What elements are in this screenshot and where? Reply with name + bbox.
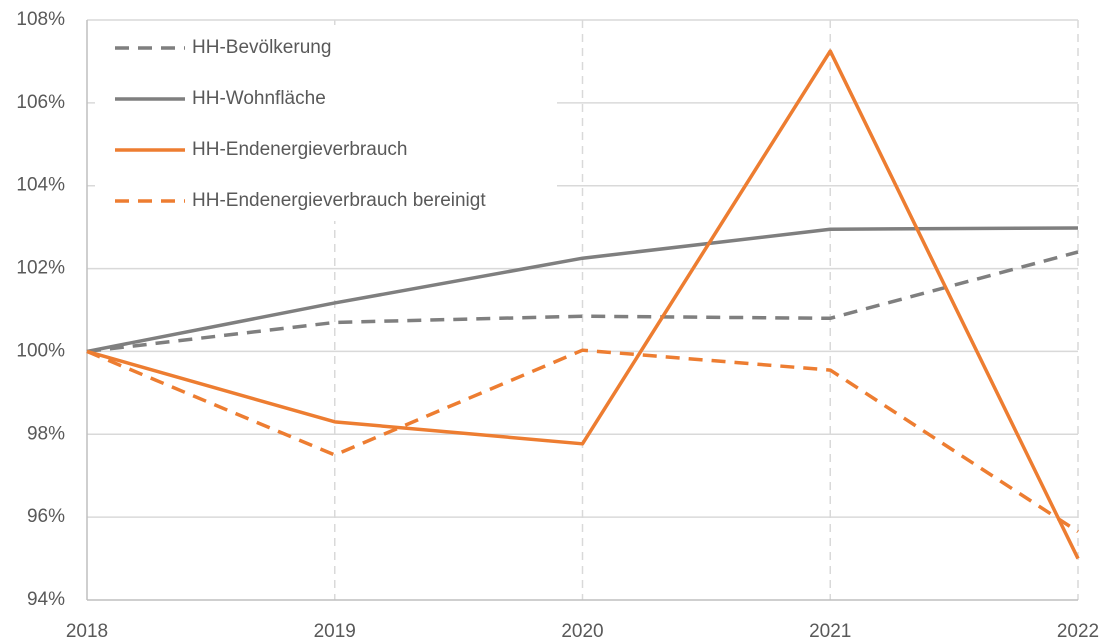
- series-line: [86, 49, 1080, 560]
- x-tick-label: 2022: [1057, 621, 1099, 642]
- x-tick-label: 2019: [314, 621, 356, 642]
- x-tick-label: 2018: [66, 621, 108, 642]
- y-tick-label: 100%: [16, 340, 65, 361]
- y-tick-label: 96%: [27, 506, 65, 527]
- legend-label: HH-Endenergieverbrauch bereinigt: [192, 190, 486, 211]
- series-line: [86, 250, 1079, 354]
- legend-label: HH-Endenergieverbrauch: [192, 139, 407, 160]
- series-line: [86, 348, 1079, 534]
- legend-label: HH-Wohnfläche: [192, 88, 326, 109]
- x-tick-label: 2021: [809, 621, 851, 642]
- y-tick-label: 98%: [27, 423, 65, 444]
- x-tick-label: 2020: [561, 621, 603, 642]
- legend-background: [95, 25, 557, 221]
- y-tick-label: 106%: [16, 92, 65, 113]
- y-tick-label: 102%: [16, 258, 65, 279]
- y-tick-label: 94%: [27, 589, 65, 610]
- legend-label: HH-Bevölkerung: [192, 37, 331, 58]
- y-tick-label: 104%: [16, 175, 65, 196]
- series-line: [86, 226, 1079, 354]
- y-tick-label: 108%: [16, 9, 65, 30]
